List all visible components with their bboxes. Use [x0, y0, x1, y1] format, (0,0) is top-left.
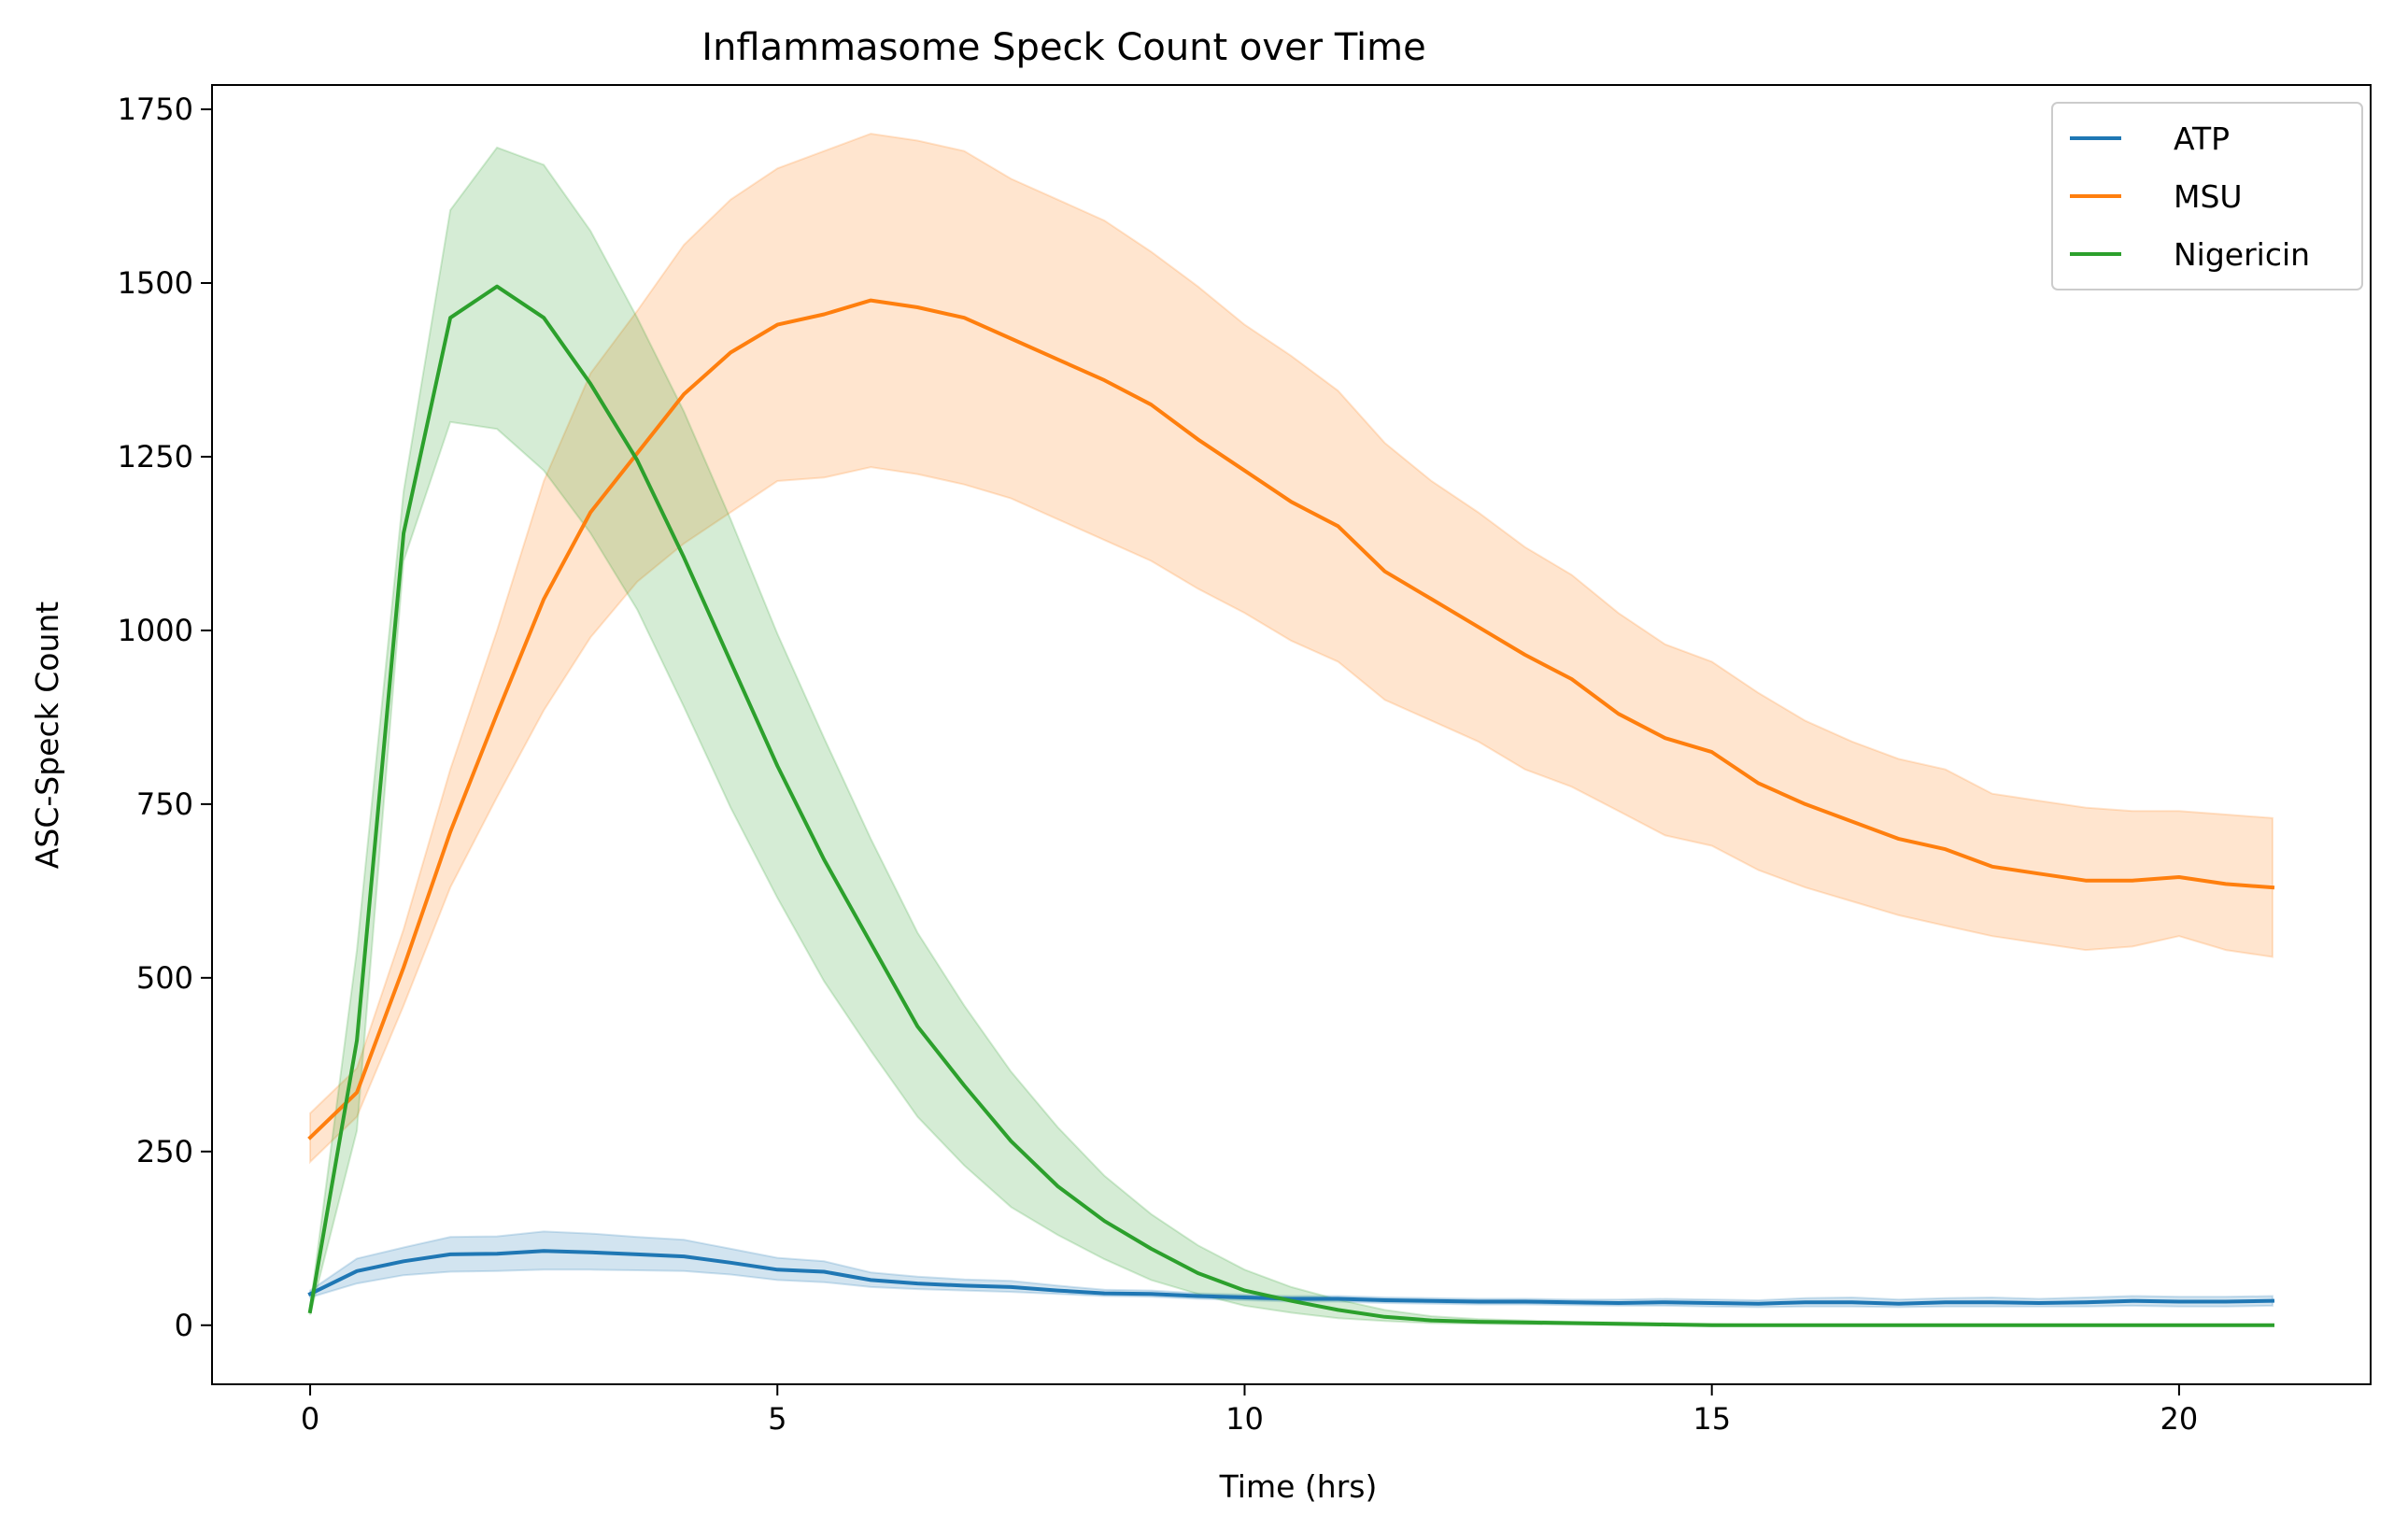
confidence-bands — [309, 133, 2273, 1326]
legend-label-msu: MSU — [2174, 178, 2243, 215]
y-tick-label: 0 — [175, 1308, 193, 1343]
x-tick-label: 0 — [301, 1401, 319, 1437]
series-line-nigericin — [307, 284, 2274, 1327]
y-tick-label: 1000 — [118, 613, 193, 648]
y-tick-label: 750 — [136, 786, 193, 822]
confidence-band-msu — [309, 133, 2273, 1165]
y-tick-label: 1250 — [118, 439, 193, 475]
legend-frame — [2051, 102, 2363, 290]
series-line-msu — [307, 298, 2275, 1140]
legend-label-nigericin: Nigericin — [2174, 236, 2310, 273]
x-tick-label: 5 — [768, 1401, 786, 1437]
y-axis-label: ASC-Speck Count — [29, 602, 65, 869]
y-tick-label: 1500 — [118, 265, 193, 301]
chart-title: Inflammasome Speck Count over Time — [701, 26, 1425, 69]
series-line-atp — [307, 1249, 2275, 1306]
legend: ATP MSU Nigericin — [2051, 102, 2363, 290]
y-tick-label: 250 — [136, 1134, 193, 1169]
x-tick-label: 20 — [2160, 1401, 2199, 1437]
x-tick-label: 15 — [1693, 1401, 1731, 1437]
series-lines — [307, 284, 2275, 1327]
x-tick-label: 10 — [1225, 1401, 1264, 1437]
x-axis-label: Time (hrs) — [1219, 1468, 1378, 1505]
y-tick-label: 1750 — [118, 92, 193, 127]
plot-frame — [211, 84, 2372, 1385]
x-axis-ticks: 0 5 10 15 20 — [301, 1384, 2198, 1437]
y-tick-label: 500 — [136, 960, 193, 996]
y-axis-ticks: 0 250 500 750 1000 1250 1500 1750 — [118, 92, 212, 1343]
legend-label-atp: ATP — [2174, 120, 2230, 157]
confidence-band-atp — [309, 1230, 2273, 1309]
confidence-band-nigericin — [309, 146, 2273, 1326]
